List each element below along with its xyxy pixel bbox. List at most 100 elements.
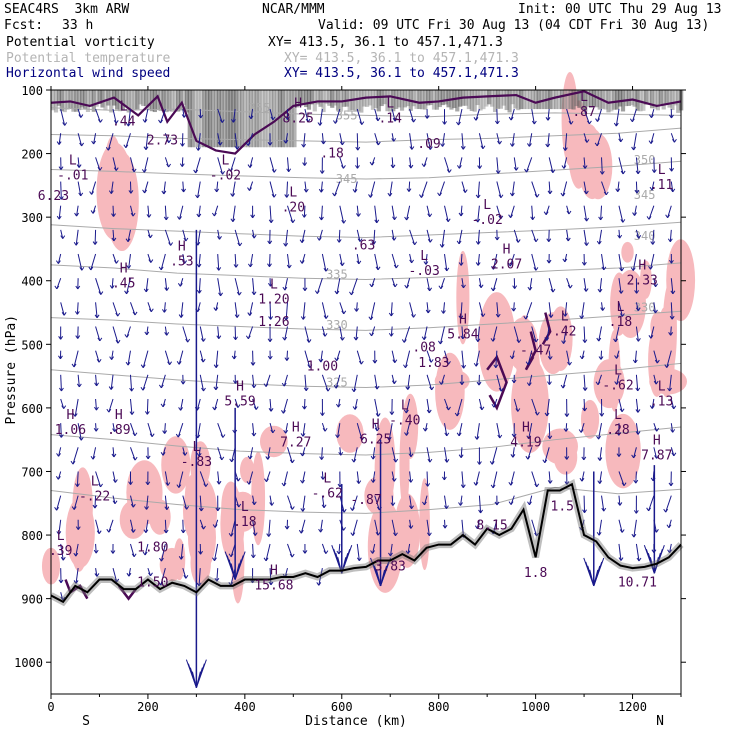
- wind-barb: [269, 108, 274, 121]
- wind-barb-head: [323, 140, 326, 145]
- wind-barb-head: [341, 219, 345, 224]
- extrema-labels: L.442.73H8.25.18L.14.09L.87L-.016.23L-.0…: [38, 90, 674, 594]
- wind-barb-head: [340, 336, 343, 341]
- strat-shade: [135, 90, 140, 110]
- wind-barb: [444, 253, 448, 271]
- wind-barb: [198, 278, 201, 294]
- wind-barb-head: [73, 580, 77, 584]
- wind-barb-head: [565, 237, 569, 242]
- wind-barb: [234, 133, 238, 150]
- wind-barb-head: [654, 455, 658, 459]
- wind-barb-head: [166, 332, 170, 336]
- wind-barb: [409, 302, 414, 318]
- wind-barb-head: [497, 434, 501, 439]
- wind-barb-head: [92, 504, 96, 509]
- wind-barb-head: [273, 193, 277, 198]
- wind-barb: [339, 253, 343, 266]
- wind-barb-head: [284, 525, 288, 530]
- wind-barb-head: [460, 146, 464, 150]
- wind-barb-head: [655, 380, 659, 385]
- wind-barb-head: [529, 286, 533, 291]
- strat-shade: [167, 90, 172, 112]
- wind-barb-head: [566, 481, 570, 485]
- wind-barb: [597, 108, 602, 122]
- wind-barb-head: [148, 308, 152, 313]
- wind-barb-head: [253, 501, 257, 506]
- theta-label: 355: [249, 101, 271, 115]
- wind-barb: [321, 495, 325, 508]
- wind-barb: [356, 253, 360, 264]
- wind-barb-head: [145, 146, 149, 150]
- wind-barb-head: [339, 262, 343, 266]
- wind-barb: [635, 181, 638, 194]
- wind-barb: [146, 398, 149, 415]
- extremum-value: -.01: [57, 169, 88, 184]
- wind-barb: [267, 447, 271, 460]
- wind-barb-head: [583, 288, 587, 292]
- wind-barb: [353, 447, 358, 463]
- wind-barb-head: [566, 456, 570, 460]
- strat-shade: [530, 90, 535, 110]
- wind-barb-head: [162, 452, 166, 456]
- strat-shade: [263, 90, 268, 148]
- wind-barb-head: [403, 364, 406, 369]
- wind-barb: [247, 326, 254, 339]
- strat-shade: [164, 90, 169, 113]
- wind-barb: [406, 205, 411, 221]
- wind-barb-head: [583, 456, 587, 461]
- wind-barb: [528, 423, 533, 439]
- wind-barb-head: [228, 553, 232, 558]
- extremum-value: 2.73: [147, 134, 178, 149]
- wind-barb: [426, 447, 431, 463]
- strat-shade: [91, 90, 96, 112]
- wind-barb-head: [111, 356, 115, 360]
- wind-barb-head: [603, 507, 607, 512]
- wind-barb-head: [233, 119, 236, 123]
- strat-shade: [324, 90, 329, 105]
- wind-barb-head: [78, 164, 82, 168]
- wind-barb-head: [597, 118, 600, 122]
- wind-barb-head: [619, 529, 623, 533]
- wind-barb: [665, 495, 672, 513]
- wind-barb-head: [134, 432, 138, 437]
- strat-shade: [484, 90, 489, 107]
- strat-shade: [242, 90, 248, 148]
- wind-barb-head: [581, 261, 585, 266]
- wind-barb-head: [266, 478, 269, 482]
- wind-barb-head: [566, 210, 570, 215]
- wind-barb-head: [566, 413, 570, 417]
- wind-barb-head: [423, 261, 427, 265]
- wind-barb-head: [267, 240, 271, 245]
- wind-barb: [303, 133, 306, 148]
- wind-barb-head: [219, 236, 222, 240]
- wind-barb-head: [267, 263, 270, 267]
- wind-barb-head: [113, 237, 117, 242]
- strat-shade: [513, 90, 518, 109]
- wind-barb-head: [338, 239, 342, 243]
- wind-barb-head: [289, 506, 293, 510]
- wind-barb: [128, 568, 131, 577]
- wind-barb-head: [619, 502, 623, 506]
- wind-barb-head: [444, 524, 448, 529]
- wind-barb-head: [123, 144, 127, 149]
- wind-barb-head: [90, 266, 94, 271]
- wind-barb-head: [500, 194, 504, 199]
- wind-barb: [268, 519, 271, 537]
- wind-barb: [112, 108, 117, 124]
- field-name-pv: Potential vorticity: [6, 35, 155, 50]
- wind-barb-head: [407, 550, 411, 554]
- wind-barb-head: [132, 503, 136, 508]
- wind-barb-head: [463, 364, 467, 369]
- x-tick-label: 0: [47, 700, 54, 714]
- wind-barb-head: [319, 122, 323, 126]
- wind-barb-head: [302, 479, 305, 484]
- wind-barb-head: [283, 382, 287, 387]
- wind-barb-head: [403, 339, 407, 343]
- wind-barb-head: [446, 459, 450, 463]
- strat-shade: [208, 90, 213, 148]
- wind-barb-head: [545, 117, 549, 121]
- wind-barb-head: [270, 219, 274, 224]
- wind-barb: [374, 133, 379, 146]
- wind-barb-head: [443, 310, 446, 314]
- wind-barb: [60, 374, 62, 392]
